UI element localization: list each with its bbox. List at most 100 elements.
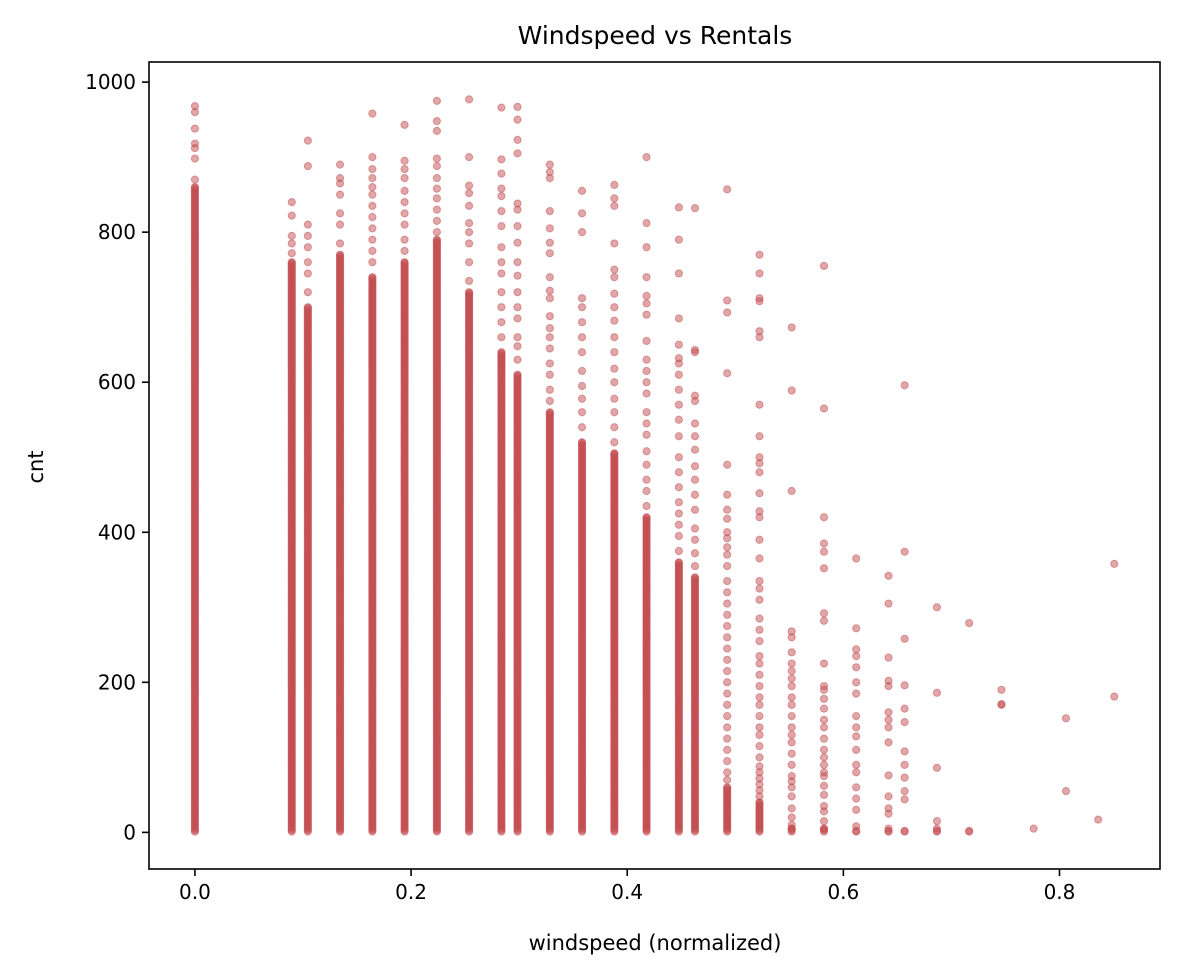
scatter-point [400,220,409,229]
scatter-point [577,303,587,312]
scatter-point [335,160,345,169]
scatter-point [432,235,441,244]
scatter-point [642,273,651,282]
scatter-point [610,239,619,248]
scatter-point [287,198,296,207]
scatter-point [545,333,554,342]
scatter-point [513,342,522,351]
scatter-point [513,355,522,364]
scatter-point [465,288,474,297]
scatter-point [497,333,506,342]
scatter-point [513,333,522,342]
scatter-point [190,183,200,192]
scatter-point [513,238,522,247]
scatter-point [642,460,651,469]
scatter-point [287,258,296,267]
scatter-point [513,303,522,312]
scatter-point [610,348,619,357]
scatter-point [513,149,522,158]
scatter-point [287,249,296,258]
scatter-point [513,135,522,144]
scatter-point [303,258,312,267]
scatter-point [497,103,506,112]
scatter-point [432,228,441,237]
scatter-point [368,174,377,183]
scatter-point [368,201,377,210]
scatter-point [513,288,522,297]
scatter-point [545,396,554,406]
scatter-point [432,154,441,163]
scatter-point [642,310,651,319]
scatter-point [545,286,554,295]
scatter-point [190,124,200,133]
scatter-point [303,303,312,312]
scatter-point [545,160,554,169]
scatter-point [497,348,506,357]
scatter-point [642,430,651,439]
scatter-point [513,271,522,280]
scatter-point [465,181,474,190]
scatter-point [545,294,554,303]
scatter-point [465,258,474,267]
scatter-point [513,102,522,111]
scatter-points [190,95,1119,836]
scatter-point [287,231,296,241]
scatter-point [642,299,651,308]
scatter-point [642,291,651,301]
scatter-point [513,314,522,323]
scatter-point [400,246,409,256]
scatter-point [610,438,619,447]
scatter-point [432,194,441,203]
scatter-point [368,273,377,282]
scatter-point [642,336,651,346]
scatter-point [545,207,554,216]
scatter-point [287,239,296,248]
scatter-point [610,201,619,210]
scatter-point [545,312,554,321]
scatter-point [642,501,651,511]
scatter-point [368,183,377,192]
scatter-point [368,153,377,162]
scatter-point [497,318,506,327]
scatter-point [400,120,409,129]
chart-title: Windspeed vs Rentals [518,21,793,50]
scatter-point [368,213,377,222]
scatter-point [303,231,312,241]
scatter-point [465,228,474,237]
scatter-point [577,423,587,432]
scatter-point [368,258,377,267]
scatter-point [190,102,200,111]
scatter-point [577,333,587,342]
scatter-point [190,175,200,184]
scatter-point [303,220,312,229]
scatter-point [432,205,441,214]
scatter-point [577,394,587,403]
scatter-point [303,243,312,252]
scatter-point [432,96,441,105]
scatter-point [642,153,651,162]
scatter-point [513,199,522,208]
scatter-point [465,219,474,228]
scatter-point [513,370,522,379]
scatter-point [610,180,619,189]
scatter-point [303,288,312,297]
scatter-point [513,258,522,267]
scatter-point [497,207,506,216]
scatter-point [545,238,554,247]
scatter-point [577,294,587,303]
scatter-point [400,198,409,207]
scatter-point [465,276,474,286]
scatter-point [642,219,651,228]
scatter-point [642,513,651,522]
scatter-point [577,318,587,327]
scatter-point [642,355,651,364]
scatter-point [497,192,506,201]
scatter-point [545,168,554,177]
scatter-point [610,303,619,312]
scatter-point [465,201,474,210]
scatter-point [610,273,619,282]
scatter-point [303,136,312,145]
scatter-point [497,169,506,178]
scatter-point [432,126,441,135]
scatter-point [287,211,296,220]
